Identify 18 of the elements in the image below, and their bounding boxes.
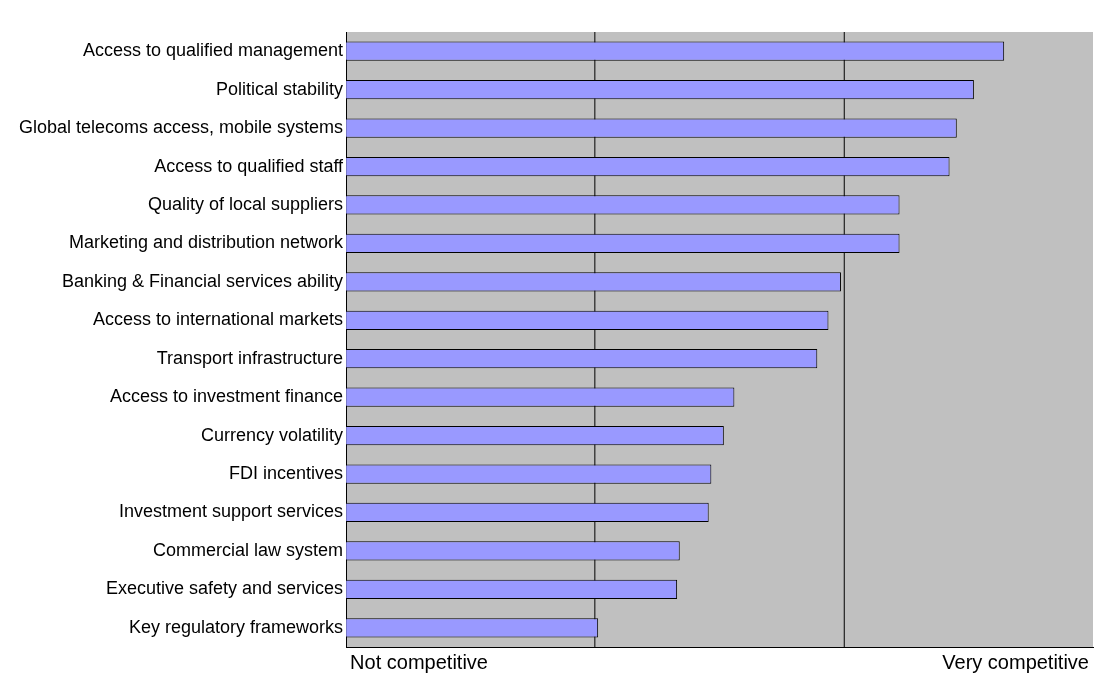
y-tick-label: Quality of local suppliers [148, 193, 344, 214]
text: Not competitive [350, 650, 488, 673]
y-tick-label: Executive safety and services [105, 578, 344, 599]
y-tick-label: FDI incentives [229, 463, 344, 483]
y-tick-label: Global telecoms access, mobile systems [18, 117, 344, 138]
y-tick-label: Marketing and distribution network [68, 232, 345, 253]
y-tick-label: Access to international markets [92, 309, 344, 330]
y-tick-label: Transport infrastructure [156, 347, 344, 368]
y-tick-label: Access to qualified staff [154, 155, 345, 176]
y-tick-label: Access to qualified management [82, 40, 344, 61]
text: Very competitive [942, 650, 1089, 673]
y-tick-label: Investment support services [119, 501, 344, 522]
y-tick-label: Access to investment finance [109, 386, 344, 407]
y-tick-label: Political stability [216, 78, 344, 99]
y-tick-label: Banking & Financial services ability [61, 270, 344, 291]
y-tick-label: Commercial law system [153, 539, 344, 560]
y-tick-label: Currency volatility [201, 424, 344, 445]
y-tick-label: Key regulatory frameworks [129, 616, 344, 637]
